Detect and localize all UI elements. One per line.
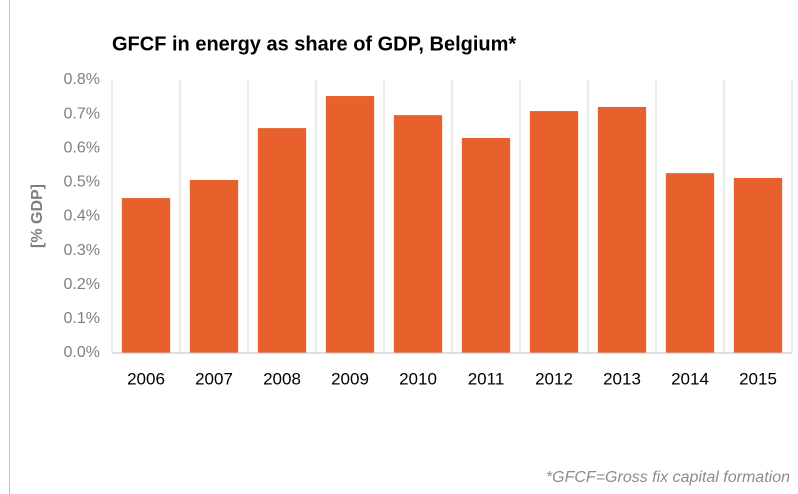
bar bbox=[733, 177, 783, 353]
chart-title: GFCF in energy as share of GDP, Belgium* bbox=[112, 33, 516, 55]
y-tick-label: 0.5% bbox=[64, 174, 100, 191]
x-tick-label: 2008 bbox=[263, 369, 301, 388]
y-tick-label: 0.3% bbox=[64, 242, 100, 259]
bar bbox=[461, 138, 511, 353]
bar bbox=[121, 198, 171, 353]
footnote: *GFCF=Gross fix capital formation bbox=[546, 469, 790, 486]
x-tick-label: 2007 bbox=[195, 369, 233, 388]
y-tick-label: 0.1% bbox=[64, 310, 100, 327]
y-tick-label: 0.8% bbox=[64, 71, 100, 88]
x-tick-label: 2012 bbox=[535, 369, 573, 388]
x-tick-label: 2015 bbox=[739, 369, 777, 388]
y-tick-label: 0.4% bbox=[64, 208, 100, 225]
x-tick-label: 2006 bbox=[127, 369, 165, 388]
x-tick-label: 2014 bbox=[671, 369, 709, 388]
bar bbox=[597, 106, 647, 354]
bar bbox=[325, 96, 375, 353]
x-tick-label: 2009 bbox=[331, 369, 369, 388]
y-tick-label: 0.7% bbox=[64, 105, 100, 122]
bar bbox=[529, 111, 579, 354]
y-tick-label: 0.2% bbox=[64, 276, 100, 293]
bar bbox=[393, 115, 443, 354]
x-tick-label: 2010 bbox=[399, 369, 437, 388]
y-tick-label: 0.0% bbox=[64, 344, 100, 361]
y-axis-label: [% GDP] bbox=[29, 184, 46, 248]
bar bbox=[189, 179, 239, 353]
y-tick-label: 0.6% bbox=[64, 139, 100, 156]
bar bbox=[665, 173, 715, 353]
x-tick-label: 2013 bbox=[603, 369, 641, 388]
bar bbox=[257, 128, 307, 353]
x-tick-label: 2011 bbox=[468, 369, 505, 388]
